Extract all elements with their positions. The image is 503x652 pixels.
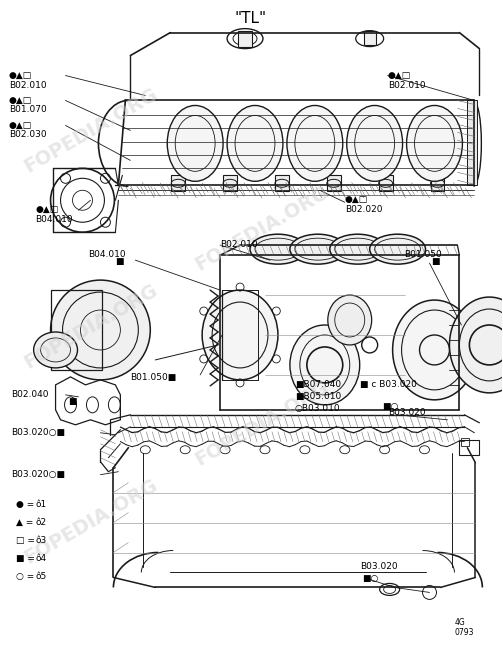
- Ellipse shape: [34, 332, 77, 368]
- Ellipse shape: [290, 325, 360, 405]
- Text: B02.020: B02.020: [345, 205, 382, 215]
- Text: ●▲□: ●▲□: [36, 205, 59, 215]
- Bar: [461, 437, 469, 446]
- Text: ■ c B03.020: ■ c B03.020: [360, 380, 416, 389]
- Text: B02.010: B02.010: [9, 81, 46, 89]
- Ellipse shape: [167, 106, 223, 181]
- Text: □ =: □ =: [16, 536, 37, 545]
- Text: ■B07.040: ■B07.040: [295, 380, 341, 389]
- Text: ■○: ■○: [382, 402, 398, 411]
- Ellipse shape: [250, 234, 306, 264]
- Text: ■○: ■○: [362, 574, 378, 584]
- Ellipse shape: [330, 234, 386, 264]
- Text: ■: ■: [68, 397, 77, 406]
- Ellipse shape: [202, 290, 278, 380]
- Text: ●▲□: ●▲□: [9, 70, 32, 80]
- Ellipse shape: [51, 280, 150, 380]
- Text: B02.030: B02.030: [9, 130, 46, 140]
- Text: ■: ■: [115, 257, 124, 266]
- Text: ●▲□: ●▲□: [345, 196, 368, 204]
- Ellipse shape: [347, 106, 402, 181]
- Text: B03.020○■: B03.020○■: [11, 469, 65, 479]
- Text: B02.010: B02.010: [220, 240, 258, 249]
- Text: FOPEDIA.ORG: FOPEDIA.ORG: [191, 183, 332, 274]
- Text: ○ =: ○ =: [16, 572, 37, 581]
- Bar: [51, 290, 103, 370]
- Ellipse shape: [450, 297, 503, 393]
- Bar: [171, 175, 185, 191]
- Ellipse shape: [287, 106, 343, 181]
- Text: ô5: ô5: [36, 572, 47, 581]
- Text: ô2: ô2: [36, 518, 47, 527]
- Bar: [223, 175, 237, 191]
- Text: ■: ■: [432, 257, 440, 266]
- Text: ●▲□: ●▲□: [9, 121, 32, 130]
- Text: B02.010: B02.010: [388, 81, 425, 89]
- Text: FOPEDIA.ORG: FOPEDIA.ORG: [21, 475, 161, 567]
- Ellipse shape: [393, 300, 476, 400]
- Text: ● =: ● =: [16, 500, 37, 509]
- Ellipse shape: [290, 234, 346, 264]
- Bar: [275, 175, 289, 191]
- Bar: [327, 175, 341, 191]
- Text: "TL": "TL": [235, 10, 267, 25]
- Ellipse shape: [227, 106, 283, 181]
- Text: FOPEDIA.ORG: FOPEDIA.ORG: [191, 378, 332, 469]
- Text: B01.070: B01.070: [9, 106, 46, 115]
- Text: B03.020○■: B03.020○■: [11, 428, 65, 437]
- Text: B01.050■: B01.050■: [130, 373, 177, 382]
- Text: B04.010: B04.010: [89, 250, 126, 259]
- Text: ô3: ô3: [36, 536, 47, 545]
- Bar: [238, 31, 252, 46]
- Text: B03.020: B03.020: [388, 408, 425, 417]
- Text: 4G
0793: 4G 0793: [454, 618, 474, 638]
- Text: FOPEDIA.ORG: FOPEDIA.ORG: [21, 280, 161, 372]
- Text: B04.010: B04.010: [36, 215, 73, 224]
- Bar: [467, 100, 477, 185]
- Ellipse shape: [406, 106, 462, 181]
- Text: B02.040: B02.040: [11, 390, 48, 399]
- Bar: [431, 175, 445, 191]
- Bar: [459, 439, 479, 454]
- Bar: [364, 31, 376, 44]
- Ellipse shape: [370, 234, 426, 264]
- Text: ô1: ô1: [36, 500, 47, 509]
- Bar: [379, 175, 393, 191]
- Text: ●▲□: ●▲□: [9, 95, 32, 104]
- Text: B03.020: B03.020: [360, 563, 397, 572]
- Text: FOPEDIA.ORG: FOPEDIA.ORG: [21, 85, 161, 177]
- Text: ô4: ô4: [36, 554, 47, 563]
- Text: ●▲□: ●▲□: [388, 70, 411, 80]
- Text: ▲ =: ▲ =: [16, 518, 36, 527]
- Text: ■B05.010: ■B05.010: [295, 392, 341, 401]
- Ellipse shape: [328, 295, 372, 345]
- Text: ■ =: ■ =: [16, 554, 37, 563]
- Text: ○B03.010: ○B03.010: [295, 404, 341, 413]
- Text: B01.050: B01.050: [404, 250, 442, 259]
